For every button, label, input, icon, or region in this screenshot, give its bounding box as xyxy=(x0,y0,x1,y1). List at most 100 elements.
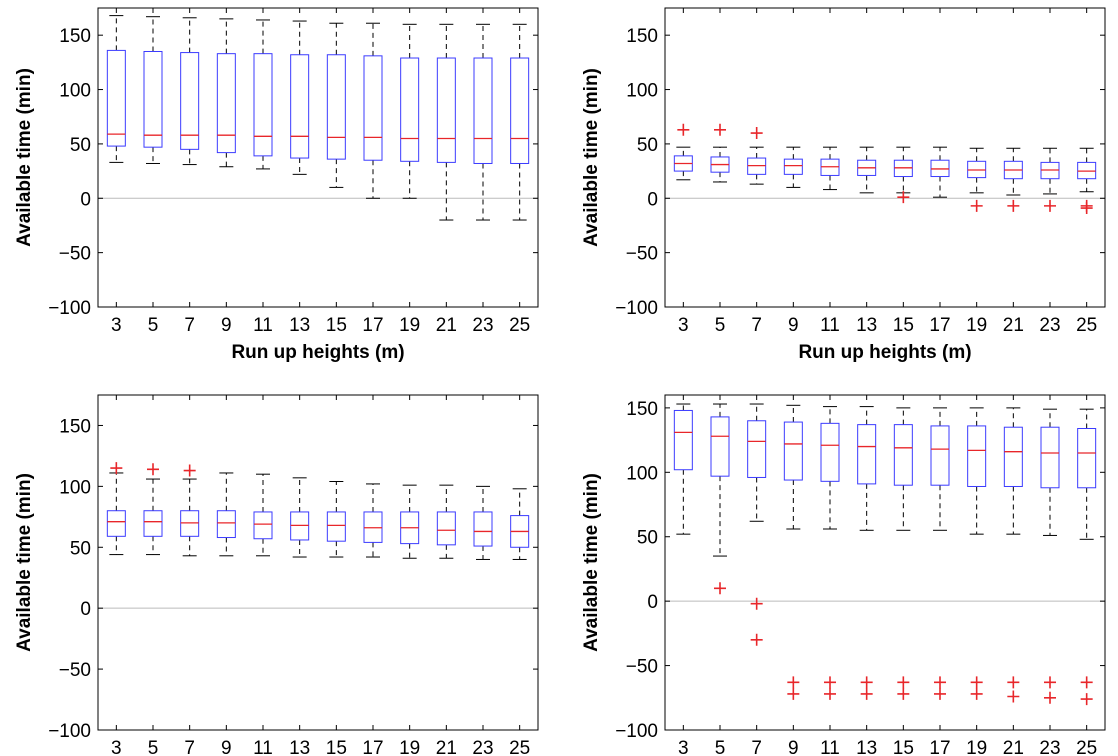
x-tick-label: 21 xyxy=(436,315,457,336)
box-21 xyxy=(436,23,456,221)
y-tick-label: 100 xyxy=(59,81,91,102)
outlier-marker xyxy=(147,463,159,476)
x-tick-label: 15 xyxy=(326,315,347,336)
box-11 xyxy=(253,19,273,170)
x-tick-label: 23 xyxy=(1039,315,1060,336)
x-tick-label: 21 xyxy=(1003,738,1024,756)
outlier-marker xyxy=(824,676,836,689)
x-tick-label: 13 xyxy=(856,738,877,756)
outlier-marker xyxy=(677,123,690,136)
y-tick-label: −100 xyxy=(48,298,91,319)
iqr-box xyxy=(143,510,163,537)
x-tick-label: 25 xyxy=(509,738,530,756)
box-25 xyxy=(1077,147,1097,215)
y-tick-label: 0 xyxy=(80,599,91,620)
iqr-box xyxy=(326,511,346,542)
iqr-box xyxy=(1040,426,1060,489)
y-tick-label: 150 xyxy=(626,399,658,420)
iqr-box xyxy=(673,409,693,471)
box-15 xyxy=(326,480,346,558)
x-tick-label: 9 xyxy=(221,315,232,336)
chart-panel-4: −100−5005010015035791113151719212325Run … xyxy=(581,394,1106,756)
box-7 xyxy=(180,17,200,166)
x-tick-label: 7 xyxy=(184,315,195,336)
x-tick-label: 19 xyxy=(399,738,420,756)
iqr-box xyxy=(253,511,273,540)
iqr-box xyxy=(326,54,346,160)
outlier-marker xyxy=(970,687,983,700)
outlier-marker xyxy=(1007,690,1020,703)
box-3 xyxy=(673,123,693,181)
outlier-marker xyxy=(183,464,196,477)
outlier-marker xyxy=(1044,676,1056,689)
x-tick-label: 25 xyxy=(1076,738,1097,756)
box-3 xyxy=(106,15,126,163)
x-tick-label: 3 xyxy=(111,738,122,756)
box-13 xyxy=(290,477,310,558)
outlier-marker xyxy=(824,687,836,700)
y-tick-label: 100 xyxy=(626,463,658,484)
outlier-marker xyxy=(897,676,910,689)
x-tick-label: 13 xyxy=(856,315,877,336)
box-5 xyxy=(143,16,163,164)
x-tick-label: 25 xyxy=(509,315,530,336)
outlier-marker xyxy=(787,687,800,700)
iqr-box xyxy=(473,57,493,164)
x-tick-label: 19 xyxy=(399,315,420,336)
y-tick-label: 0 xyxy=(80,189,91,210)
plot-frame xyxy=(664,7,1106,308)
box-13 xyxy=(290,20,310,175)
x-tick-label: 25 xyxy=(1076,315,1097,336)
iqr-box xyxy=(253,53,273,157)
iqr-box xyxy=(436,57,456,163)
outlier-marker xyxy=(897,191,910,204)
x-axis-label: Run up heights (m) xyxy=(231,342,404,363)
x-tick-label: 17 xyxy=(362,738,383,756)
box-21 xyxy=(1003,147,1023,212)
iqr-box xyxy=(363,55,383,161)
y-tick-label: 150 xyxy=(626,26,658,47)
box-15 xyxy=(893,407,913,700)
box-25 xyxy=(510,488,530,560)
outlier-marker xyxy=(934,676,946,689)
chart-panel-2: −100 −50 0 50 100 150 3 5 7 9 11 13 15 17 19 21 23 25 Run … xyxy=(581,7,1106,363)
x-axis-label: Run up heights (m) xyxy=(798,342,971,363)
y-tick-label: −50 xyxy=(59,660,91,681)
iqr-box xyxy=(216,53,236,154)
iqr-box xyxy=(783,158,803,175)
y-tick-label: 50 xyxy=(637,528,658,549)
outlier-marker xyxy=(750,597,763,610)
iqr-box xyxy=(710,416,730,477)
box-11 xyxy=(820,406,840,700)
outlier-marker xyxy=(1044,691,1056,704)
y-tick-label: 150 xyxy=(59,26,91,47)
y-tick-label: −50 xyxy=(59,244,91,265)
x-tick-label: 7 xyxy=(751,738,762,756)
outlier-marker xyxy=(750,127,763,140)
x-tick-label: 7 xyxy=(751,315,762,336)
box-17 xyxy=(930,407,950,700)
x-tick-label: 7 xyxy=(184,738,195,756)
outlier-marker xyxy=(897,687,910,700)
outlier-marker xyxy=(970,199,983,212)
box-11 xyxy=(253,473,273,557)
x-tick-label: 19 xyxy=(966,738,987,756)
x-tick-label: 11 xyxy=(253,738,273,756)
outlier-marker xyxy=(934,687,946,700)
x-tick-label: 5 xyxy=(148,315,159,336)
x-tick-label: 5 xyxy=(715,315,726,336)
box-23 xyxy=(1040,147,1060,212)
outlier-marker xyxy=(110,462,123,475)
box-19 xyxy=(967,407,987,700)
y-tick-label: 0 xyxy=(647,592,658,613)
iqr-box xyxy=(857,424,877,485)
outlier-marker xyxy=(860,687,873,700)
x-tick-label: 11 xyxy=(820,315,840,336)
box-15 xyxy=(893,146,913,204)
box-9 xyxy=(216,472,236,557)
box-5 xyxy=(710,123,730,183)
box-23 xyxy=(473,485,493,560)
x-tick-label: 21 xyxy=(1003,315,1024,336)
iqr-box xyxy=(436,511,456,546)
